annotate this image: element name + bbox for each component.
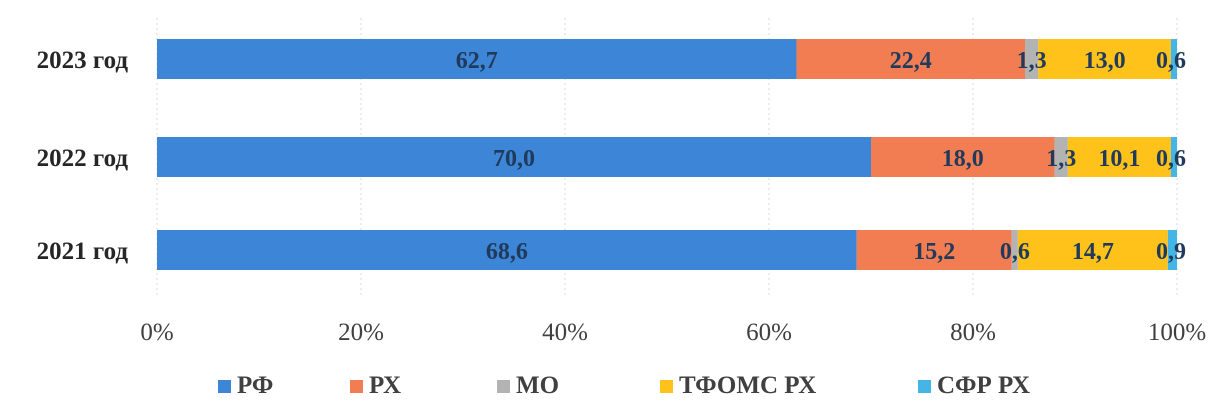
data-label-1-2: 1,3 (1046, 146, 1076, 172)
bar-2-4 (1167, 230, 1177, 270)
bar-1-1 (871, 137, 1055, 177)
legend-swatch-1 (350, 380, 363, 393)
data-label-2-0: 68,6 (486, 239, 528, 265)
bar-0-2 (1025, 39, 1039, 79)
legend-label-2: МО (516, 372, 559, 399)
data-label-2-4: 0,9 (1156, 239, 1186, 265)
legend: РФ РХ МО ТФОМС РХ СФР РХ (218, 372, 1030, 399)
data-label-1-3: 10,1 (1098, 146, 1140, 172)
bar-0-3 (1038, 39, 1171, 79)
legend-swatch-4 (918, 380, 931, 393)
x-tick-label-3: 60% (746, 319, 792, 346)
data-label-1-1: 18,0 (942, 146, 984, 172)
x-axis-tick-labels: 0% 20% 40% 60% 80% 100% (140, 319, 1206, 346)
bar-2-1 (856, 230, 1012, 270)
bar-segments (157, 39, 1177, 270)
legend-swatch-3 (660, 380, 673, 393)
bar-2-2 (1011, 230, 1018, 270)
data-label-0-1: 22,4 (890, 48, 932, 74)
data-label-2-3: 14,7 (1072, 239, 1114, 265)
bar-1-0 (157, 137, 871, 177)
category-label-1: 2022 год (37, 145, 129, 172)
data-label-0-2: 1,3 (1017, 48, 1047, 74)
x-tick-label-2: 40% (542, 319, 588, 346)
legend-label-0: РФ (237, 372, 273, 399)
legend-swatch-0 (218, 380, 231, 393)
category-labels: 2023 год 2022 год 2021 год (37, 47, 129, 265)
bar-1-3 (1067, 137, 1171, 177)
legend-label-1: РХ (369, 372, 401, 399)
bar-2-0 (157, 230, 857, 270)
legend-label-4: СФР РХ (937, 372, 1030, 399)
data-label-0-3: 13,0 (1084, 48, 1126, 74)
data-label-0-4: 0,6 (1156, 48, 1186, 74)
bar-1-4 (1170, 137, 1177, 177)
bar-0-1 (796, 39, 1026, 79)
category-label-2: 2021 год (37, 238, 129, 265)
bar-0-4 (1170, 39, 1177, 79)
data-label-0-0: 62,7 (456, 48, 498, 74)
data-label-1-4: 0,6 (1156, 146, 1186, 172)
x-tick-label-5: 100% (1148, 319, 1206, 346)
category-label-0: 2023 год (37, 47, 129, 74)
data-label-1-0: 70,0 (493, 146, 535, 172)
bar-0-0 (157, 39, 797, 79)
x-tick-label-0: 0% (140, 319, 173, 346)
legend-swatch-2 (497, 380, 510, 393)
bar-1-2 (1054, 137, 1068, 177)
x-tick-label-4: 80% (950, 319, 996, 346)
bar-2-3 (1017, 230, 1168, 270)
data-labels: 62,7 22,4 1,3 13,0 0,6 70,0 18,0 1,3 10,1 0,6 68,6… (456, 48, 1186, 265)
x-tick-label-1: 20% (338, 319, 384, 346)
data-label-2-2: 0,6 (1000, 239, 1030, 265)
legend-label-3: ТФОМС РХ (679, 372, 816, 399)
data-label-2-1: 15,2 (913, 239, 955, 265)
